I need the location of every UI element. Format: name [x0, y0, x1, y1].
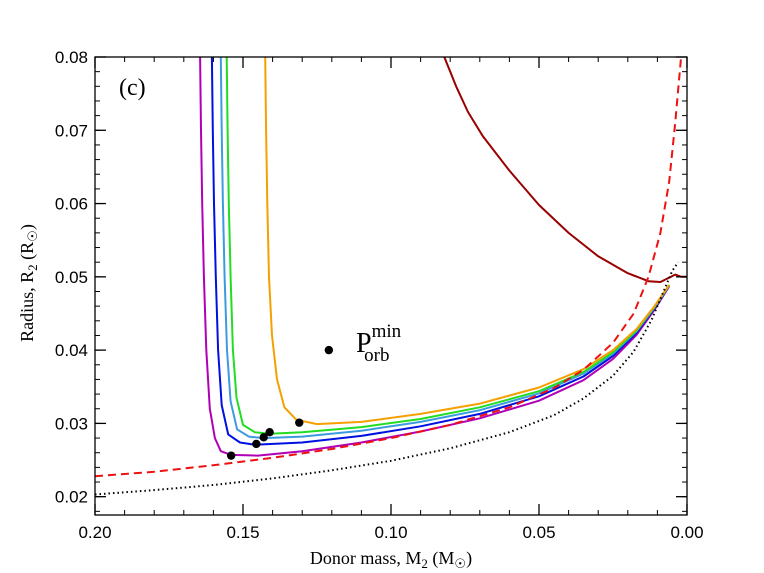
series-green-track — [225, 57, 671, 435]
series-orange-track — [264, 57, 671, 426]
legend-label-main: P — [356, 328, 372, 359]
pmin-point-4 — [265, 427, 274, 437]
x-tick-label: 0.15 — [226, 523, 259, 542]
series-magenta-track — [199, 57, 671, 457]
legend-label-sup: min — [372, 321, 402, 342]
pmin-point-1 — [226, 451, 236, 460]
y-axis-label: Radius, R2 (R☉) — [17, 224, 40, 342]
y-tick-label: 0.06 — [55, 195, 88, 214]
y-axis-label-text: Radius, R — [17, 271, 37, 342]
x-axis-label-text: Donor mass, M — [310, 548, 422, 568]
y-tick-label: 0.08 — [55, 48, 88, 67]
series-black-dotted — [95, 261, 679, 496]
x-tick-label: 0.10 — [374, 523, 407, 542]
sun-symbol-icon: ☉ — [454, 556, 466, 571]
y-tick-label: 0.02 — [55, 488, 88, 507]
x-axis-label-unit: (M — [428, 548, 455, 569]
x-axis-label: Donor mass, M2 (M☉) — [310, 548, 472, 571]
legend-marker — [324, 345, 334, 355]
series-dark-red-track — [443, 57, 687, 283]
series-blue-track — [210, 57, 671, 446]
y-axis-label-close: ) — [17, 224, 38, 230]
y-axis-label-sub: 2 — [25, 264, 40, 271]
x-axis-label-close: ) — [466, 548, 472, 569]
pmin-point-5 — [295, 418, 304, 427]
legend-label: Pmin orb — [356, 321, 402, 366]
x-tick-label: 0.00 — [670, 523, 703, 542]
y-tick-label: 0.05 — [55, 268, 88, 287]
pmin-points-layer — [226, 418, 304, 460]
pmin-point-2 — [252, 439, 261, 449]
y-tick-label: 0.03 — [55, 414, 88, 433]
series-red-dashed — [95, 57, 683, 478]
x-tick-label: 0.05 — [522, 523, 555, 542]
plot-frame — [94, 56, 688, 516]
y-tick-label: 0.07 — [55, 121, 88, 140]
y-axis-label-unit: (R — [17, 242, 38, 265]
legend: Pmin orb — [324, 321, 402, 366]
pmin-point-3 — [259, 433, 268, 442]
x-tick-label: 0.20 — [78, 523, 111, 542]
series-lightblue-track — [219, 57, 671, 440]
panel-label: (c) — [119, 75, 146, 101]
x-axis-label-sub: 2 — [421, 556, 428, 571]
sun-symbol-icon: ☉ — [25, 230, 40, 242]
legend-label-sub: orb — [364, 345, 389, 366]
y-tick-label: 0.04 — [55, 341, 88, 360]
ticks-layer: 0.20 0.15 0.10 0.05 0.00 0.02 0.03 0.04 0.05 0.06… — [55, 48, 704, 542]
series-layer — [95, 57, 687, 496]
